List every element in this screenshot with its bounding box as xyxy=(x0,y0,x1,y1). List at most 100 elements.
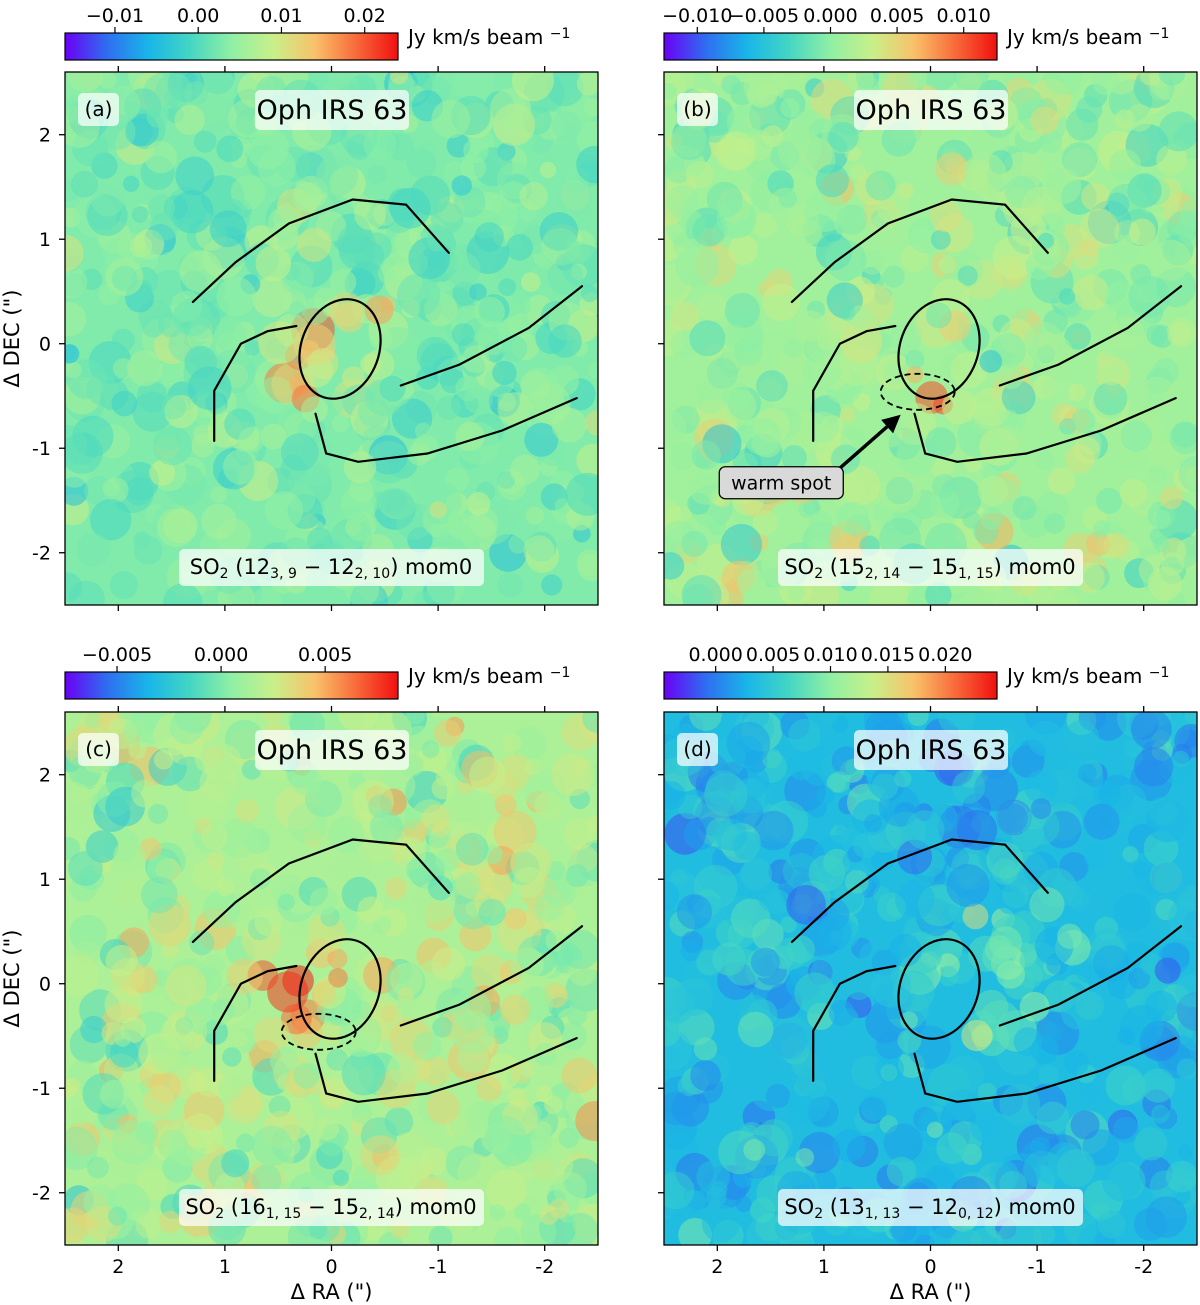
panel-tag: (d) xyxy=(683,737,711,761)
heatmap-cell xyxy=(753,810,794,851)
heatmap-cell xyxy=(502,733,522,753)
heatmap-cell xyxy=(175,156,215,196)
x-tick-label: 0 xyxy=(924,1256,936,1278)
title-box xyxy=(255,730,409,770)
heatmap-cell xyxy=(1158,72,1186,86)
heatmap-cell xyxy=(716,131,757,171)
heatmap-cell xyxy=(694,380,727,414)
heatmap-cell xyxy=(539,161,557,179)
heatmap-cell xyxy=(511,726,547,762)
heatmap-cell xyxy=(582,712,598,733)
heatmap-cell xyxy=(1166,317,1197,348)
heatmap-cell xyxy=(351,1103,373,1124)
heatmap-cell xyxy=(1079,1084,1101,1106)
heatmap-cell xyxy=(1107,183,1147,223)
heatmap-cell xyxy=(148,803,169,824)
heatmap-cell xyxy=(1172,750,1190,768)
heatmap-cell xyxy=(1062,884,1085,907)
heatmap-cell xyxy=(315,1116,340,1141)
heatmap-cell xyxy=(201,503,237,540)
heatmap-cell xyxy=(541,227,580,266)
y-tick-label: 1 xyxy=(39,229,51,251)
panel-tag: (a) xyxy=(85,97,113,121)
heatmap-cell xyxy=(1098,359,1125,386)
heatmap-cell xyxy=(932,474,957,499)
heatmap-cell xyxy=(421,740,440,759)
heatmap-cell xyxy=(380,1005,397,1023)
heatmap-cell xyxy=(427,875,453,901)
heatmap-cell xyxy=(1062,142,1098,178)
heatmap-cell xyxy=(957,265,978,286)
colorbar-tick-label: 0.010 xyxy=(936,5,990,27)
heatmap-cell xyxy=(524,422,559,457)
heatmap-cell xyxy=(554,498,572,515)
heatmap-cell xyxy=(730,898,771,938)
panel-title: Oph IRS 63 xyxy=(856,735,1007,766)
heatmap-cell xyxy=(942,389,978,425)
heatmap-cell xyxy=(882,265,905,288)
heatmap-cell xyxy=(1151,1104,1170,1124)
heatmap-cell xyxy=(497,571,524,598)
heatmap-cell xyxy=(675,243,719,288)
heatmap-cell xyxy=(974,767,1019,812)
heatmap-cell xyxy=(1038,129,1063,154)
heatmap-cell xyxy=(131,206,149,223)
warm-spot-arrowhead xyxy=(881,414,901,434)
heatmap-cell xyxy=(576,72,598,96)
heatmap-cell xyxy=(828,999,855,1026)
heatmap-cell xyxy=(1084,842,1112,870)
heatmap-cell xyxy=(476,1075,502,1102)
heatmap-cell xyxy=(925,302,952,329)
panel-title: Oph IRS 63 xyxy=(856,95,1007,126)
heatmap-cell xyxy=(962,903,989,930)
heatmap-cell xyxy=(561,1057,598,1094)
heatmap-cell xyxy=(278,893,295,911)
heatmap-cell xyxy=(888,933,922,967)
heatmap-cell xyxy=(153,426,193,466)
x-tick-label: 0 xyxy=(325,1256,337,1278)
x-tick-label: -2 xyxy=(1134,1256,1153,1278)
heatmap-cell xyxy=(989,926,1023,960)
heatmap-cell xyxy=(1019,991,1050,1022)
heatmap-cell xyxy=(938,965,959,987)
heatmap-cell xyxy=(65,361,82,379)
heatmap-cell xyxy=(1176,209,1197,247)
heatmap-cell xyxy=(986,841,1024,879)
heatmap-cell xyxy=(309,887,338,916)
heatmap-cell xyxy=(696,949,723,976)
heatmap-cell xyxy=(69,1107,89,1127)
heatmap-cell xyxy=(925,581,952,605)
heatmap-cell xyxy=(451,175,472,196)
y-axis-label: Δ DEC (") xyxy=(0,290,24,388)
heatmap-cell xyxy=(1176,536,1197,572)
heatmap-cell xyxy=(328,816,365,853)
heatmap-cell xyxy=(735,1195,752,1213)
heatmap-cell xyxy=(91,184,124,217)
heatmap-cell xyxy=(1010,304,1029,323)
heatmap-cell xyxy=(1022,807,1060,846)
heatmap-cell xyxy=(969,1226,1004,1245)
heatmap-cell xyxy=(108,1206,128,1226)
heatmap-cell xyxy=(291,765,322,796)
heatmap-cell xyxy=(128,741,147,760)
heatmap-cell xyxy=(379,375,406,402)
line-label: SO2 (131, 13 − 120, 12) mom0 xyxy=(784,1195,1075,1222)
heatmap-cell xyxy=(132,391,173,432)
heatmap-cell xyxy=(296,227,332,262)
line-label: SO2 (161, 15 − 152, 14) mom0 xyxy=(185,1195,476,1222)
heatmap-cell xyxy=(1139,72,1162,86)
heatmap-cell xyxy=(1128,967,1150,990)
heatmap-cell xyxy=(455,832,489,866)
heatmap-cell xyxy=(429,501,447,519)
colorbar-unit: Jy km/s beam −1 xyxy=(1005,25,1169,49)
heatmap-cell xyxy=(796,1066,826,1096)
heatmap-cell xyxy=(1023,321,1064,362)
heatmap-image xyxy=(664,72,1197,605)
heatmap-cell xyxy=(962,152,1007,196)
heatmap-cell xyxy=(216,135,244,163)
heatmap-cell xyxy=(289,301,306,319)
colorbar-tick-label: −0.01 xyxy=(86,5,144,27)
heatmap-cell xyxy=(426,1090,460,1125)
heatmap-cell xyxy=(65,234,84,272)
